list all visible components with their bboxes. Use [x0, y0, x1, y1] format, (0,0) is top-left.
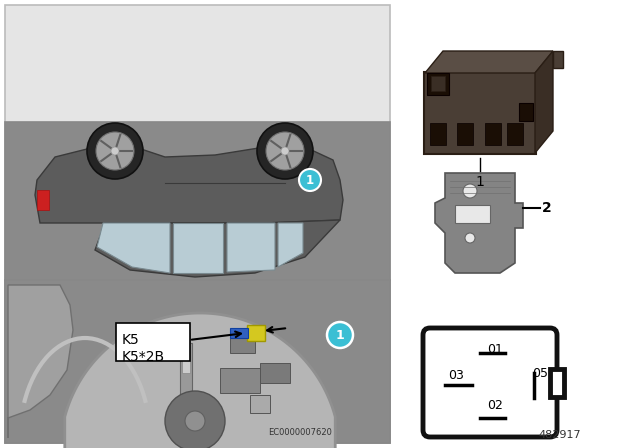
Bar — [230, 338, 255, 353]
Polygon shape — [553, 51, 563, 68]
Polygon shape — [230, 328, 248, 338]
Text: 05: 05 — [532, 366, 548, 379]
Circle shape — [266, 132, 304, 170]
Circle shape — [165, 391, 225, 448]
Bar — [431, 76, 445, 91]
Polygon shape — [95, 220, 340, 277]
Circle shape — [87, 123, 143, 179]
Polygon shape — [173, 223, 223, 273]
Text: K5*2B: K5*2B — [122, 350, 165, 364]
Bar — [457, 123, 473, 145]
Polygon shape — [278, 223, 303, 267]
Polygon shape — [550, 369, 564, 397]
FancyBboxPatch shape — [116, 323, 190, 361]
Polygon shape — [35, 147, 343, 223]
Text: 482917: 482917 — [539, 430, 581, 440]
Polygon shape — [535, 51, 553, 153]
Polygon shape — [425, 51, 553, 73]
FancyBboxPatch shape — [423, 328, 557, 437]
Text: 1: 1 — [335, 328, 344, 341]
Polygon shape — [227, 223, 275, 272]
Text: 1: 1 — [476, 175, 484, 189]
Bar — [220, 368, 260, 393]
FancyBboxPatch shape — [424, 72, 536, 154]
Polygon shape — [435, 173, 523, 273]
Text: 03: 03 — [448, 369, 464, 382]
Text: K5: K5 — [122, 333, 140, 347]
Text: EC0000007620: EC0000007620 — [268, 428, 332, 437]
Bar — [37, 190, 49, 210]
Text: 1: 1 — [306, 173, 314, 186]
Circle shape — [185, 411, 205, 431]
Bar — [250, 395, 270, 413]
Circle shape — [111, 147, 119, 155]
Circle shape — [463, 184, 477, 198]
Circle shape — [327, 322, 353, 348]
Polygon shape — [97, 223, 170, 273]
FancyBboxPatch shape — [5, 5, 390, 280]
Bar — [180, 343, 192, 423]
Bar — [485, 123, 501, 145]
FancyBboxPatch shape — [5, 122, 390, 443]
Polygon shape — [65, 313, 335, 448]
Text: 01: 01 — [487, 343, 503, 356]
Circle shape — [465, 233, 475, 243]
Text: 2: 2 — [542, 201, 552, 215]
FancyBboxPatch shape — [247, 325, 265, 341]
Bar — [519, 103, 533, 121]
Text: 02: 02 — [487, 399, 503, 412]
Polygon shape — [8, 285, 73, 438]
Bar — [5, 280, 390, 443]
Circle shape — [96, 132, 134, 170]
Bar — [260, 363, 290, 383]
Bar — [430, 123, 446, 145]
Circle shape — [299, 169, 321, 191]
Bar — [427, 73, 449, 95]
Bar — [182, 333, 190, 373]
Circle shape — [257, 123, 313, 179]
Bar — [507, 123, 523, 145]
Circle shape — [281, 147, 289, 155]
Bar — [455, 205, 490, 223]
